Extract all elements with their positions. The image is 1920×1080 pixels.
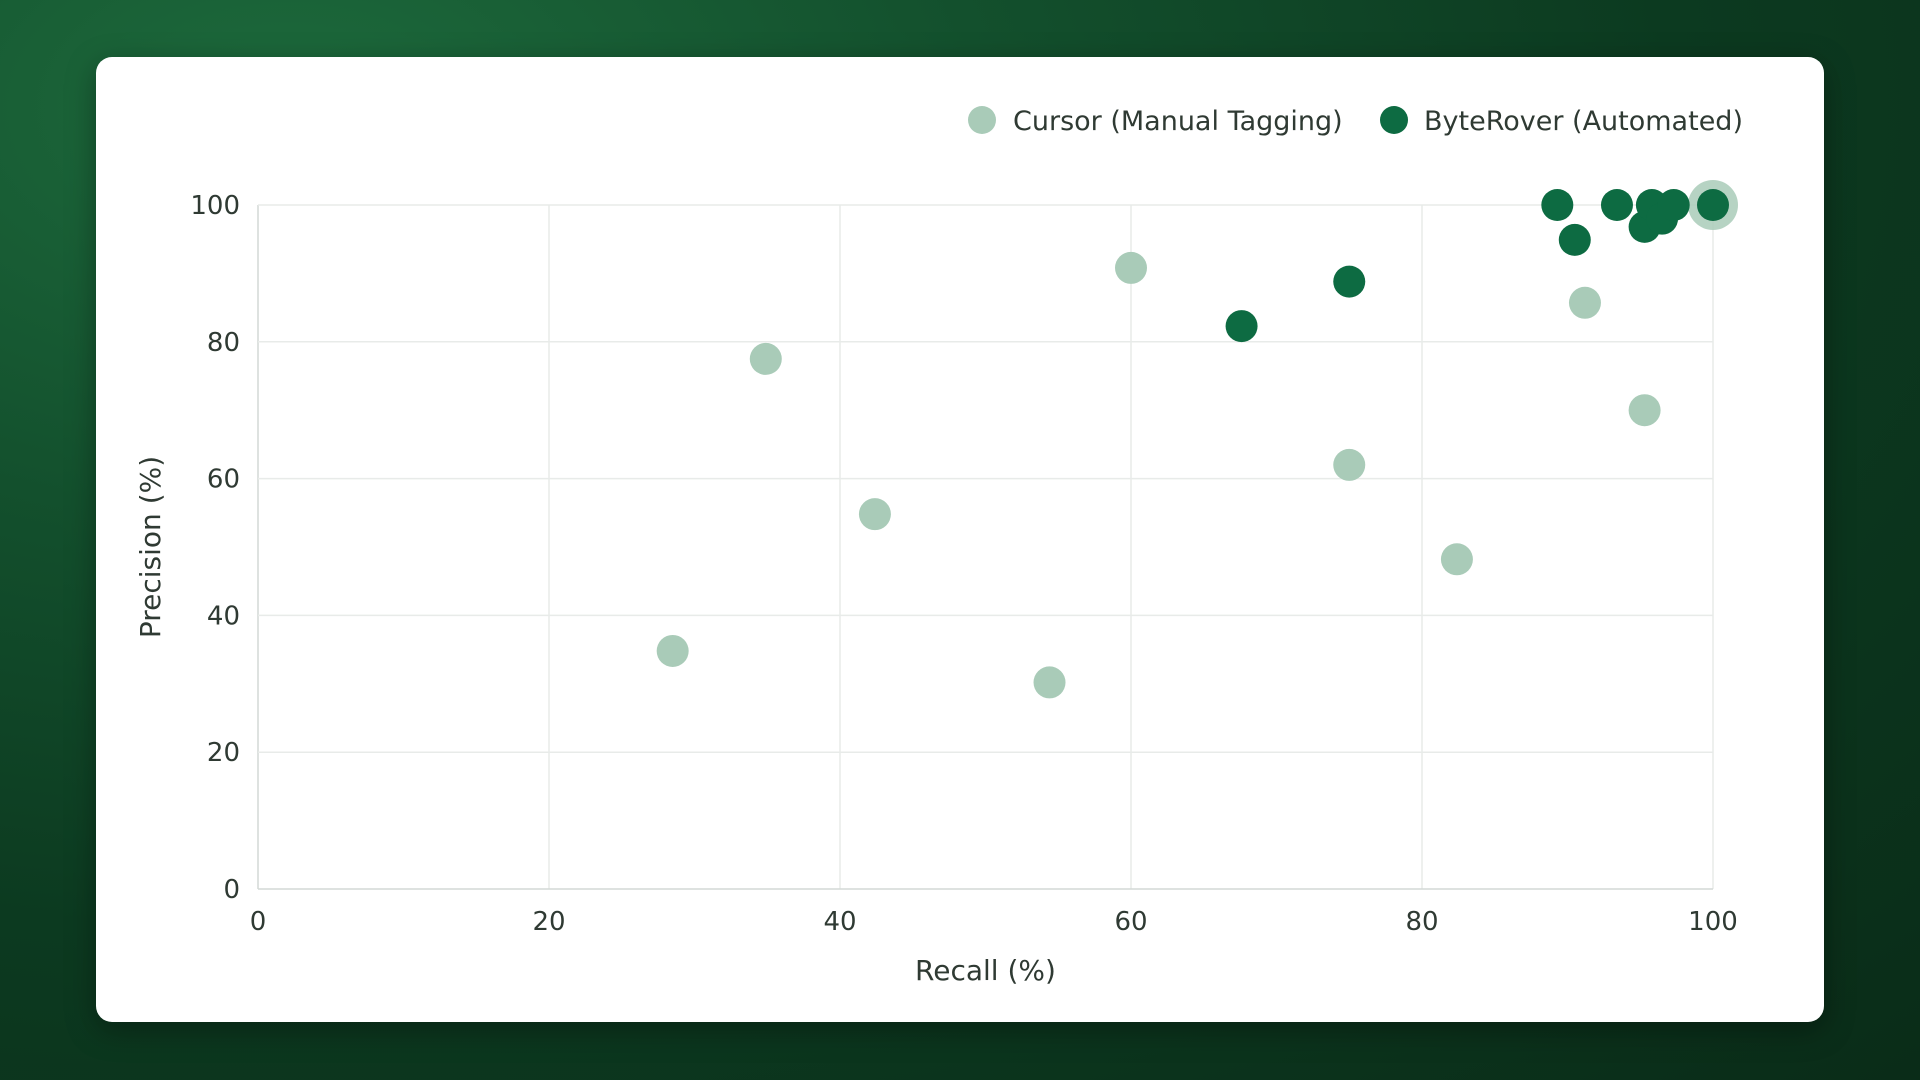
y-tick-label: 40 <box>207 601 240 631</box>
data-point-byterover <box>1697 189 1729 221</box>
legend-marker-cursor <box>968 106 996 134</box>
x-tick-label: 100 <box>1688 907 1738 937</box>
y-tick-label: 100 <box>190 191 240 221</box>
data-point-cursor <box>1440 543 1473 576</box>
legend: Cursor (Manual Tagging) ByteRover (Autom… <box>968 106 1743 137</box>
x-tick-label: 20 <box>532 907 565 937</box>
legend-label-byterover: ByteRover (Automated) <box>1424 106 1743 137</box>
data-point-byterover <box>1657 189 1690 221</box>
data-points <box>656 180 1738 699</box>
x-tick-label: 60 <box>1114 907 1147 937</box>
data-point-cursor <box>1628 394 1661 427</box>
y-tick-label: 60 <box>207 465 240 495</box>
data-point-byterover <box>1558 223 1591 256</box>
x-tick-label: 80 <box>1405 907 1438 937</box>
x-tick-label: 40 <box>823 907 856 937</box>
grid-lines <box>257 204 1714 890</box>
data-point-byterover <box>1225 310 1258 343</box>
scatter-chart: 0 20 40 60 80 100 0 20 40 60 80 100 Recall (%) Prec… <box>134 106 1743 987</box>
data-point-cursor <box>749 342 782 375</box>
data-point-cursor <box>1568 286 1601 319</box>
x-tick-label: 0 <box>250 907 267 937</box>
y-tick-label: 0 <box>223 875 240 905</box>
legend-marker-byterover <box>1380 106 1408 134</box>
x-axis-title: Recall (%) <box>915 954 1056 987</box>
data-point-byterover <box>1541 189 1574 221</box>
data-point-cursor <box>1333 448 1366 481</box>
data-point-cursor <box>656 634 689 667</box>
y-tick-label: 80 <box>207 328 240 358</box>
legend-label-cursor: Cursor (Manual Tagging) <box>1013 106 1343 137</box>
y-axis-title: Precision (%) <box>134 456 167 638</box>
data-point-byterover <box>1600 189 1633 221</box>
data-point-byterover <box>1333 265 1366 298</box>
chart-card: 0 20 40 60 80 100 0 20 40 60 80 100 Recall (%) Prec… <box>96 57 1824 1022</box>
tick-labels: 0 20 40 60 80 100 0 20 40 60 80 100 <box>190 191 1737 937</box>
y-tick-label: 20 <box>207 738 240 768</box>
data-point-cursor <box>1115 251 1147 284</box>
data-point-cursor <box>1033 666 1066 699</box>
data-point-cursor <box>858 498 891 531</box>
